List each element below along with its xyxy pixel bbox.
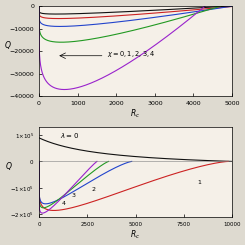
Y-axis label: $Q$: $Q$ [4, 39, 12, 51]
Text: $\lambda = 0$: $\lambda = 0$ [60, 131, 79, 140]
X-axis label: $R_c$: $R_c$ [131, 108, 141, 120]
X-axis label: $R_c$: $R_c$ [131, 228, 141, 241]
Text: $\chi = 0, 1, 2, 3, 4$: $\chi = 0, 1, 2, 3, 4$ [107, 49, 155, 59]
Text: 2: 2 [91, 187, 95, 192]
Text: 4: 4 [62, 201, 66, 206]
Y-axis label: $Q$: $Q$ [5, 160, 13, 172]
Text: 3: 3 [72, 193, 76, 198]
Text: 1: 1 [197, 180, 201, 185]
